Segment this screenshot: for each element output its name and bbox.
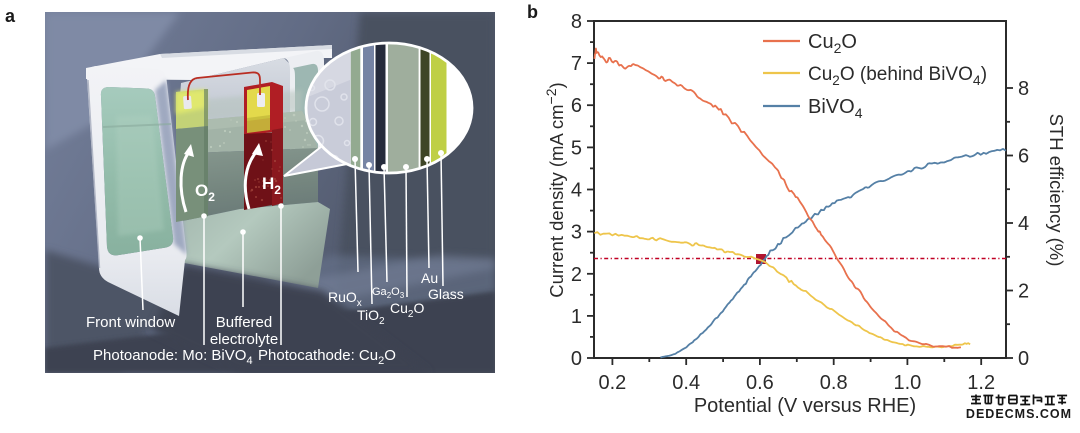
svg-text:0.6: 0.6 — [746, 372, 774, 394]
svg-text:a: a — [5, 6, 16, 26]
svg-text:0.8: 0.8 — [820, 372, 848, 394]
svg-text:Current density (mA cm−2): Current density (mA cm−2) — [543, 82, 567, 297]
svg-text:6: 6 — [1018, 146, 1029, 168]
svg-text:Buffered: Buffered — [216, 314, 272, 331]
svg-text:Photocathode: Cu2O: Photocathode: Cu2O — [258, 347, 396, 367]
svg-text:4: 4 — [1018, 213, 1029, 235]
svg-text:TiO2: TiO2 — [357, 307, 385, 327]
svg-text:Ga2O3: Ga2O3 — [372, 286, 405, 300]
svg-text:Potential (V versus RHE): Potential (V versus RHE) — [694, 395, 916, 417]
svg-text:3: 3 — [571, 222, 582, 244]
svg-text:1: 1 — [571, 306, 582, 328]
svg-text:Cu2O (behind BiVO4): Cu2O (behind BiVO4) — [808, 64, 987, 88]
svg-text:1.2: 1.2 — [967, 372, 995, 394]
svg-text:Glass: Glass — [428, 286, 464, 302]
svg-text:b: b — [527, 2, 538, 22]
svg-text:0: 0 — [571, 348, 582, 370]
svg-text:STH efficiency (%): STH efficiency (%) — [1046, 114, 1067, 267]
svg-text:8: 8 — [1018, 78, 1029, 100]
svg-text:DEDECMS.COM: DEDECMS.COM — [966, 407, 1072, 421]
svg-text:0.2: 0.2 — [598, 372, 626, 394]
svg-text:7: 7 — [571, 53, 582, 75]
svg-text:Au: Au — [421, 270, 438, 286]
svg-text:2: 2 — [571, 264, 582, 286]
svg-text:RuOx: RuOx — [328, 289, 362, 309]
svg-text:Photoanode: Mo: BiVO4: Photoanode: Mo: BiVO4 — [93, 347, 253, 367]
svg-text:Cu2O: Cu2O — [808, 31, 857, 56]
svg-text:0.4: 0.4 — [672, 372, 700, 394]
svg-text:electrolyte: electrolyte — [210, 331, 278, 348]
svg-text:Cu2O: Cu2O — [390, 300, 424, 320]
svg-text:BiVO4: BiVO4 — [808, 96, 863, 121]
svg-text:0: 0 — [1018, 348, 1029, 370]
svg-text:1.0: 1.0 — [893, 372, 921, 394]
svg-text:Front window: Front window — [86, 314, 175, 331]
svg-text:8: 8 — [571, 11, 582, 33]
svg-text:6: 6 — [571, 95, 582, 117]
svg-text:4: 4 — [571, 180, 582, 202]
svg-text:5: 5 — [571, 137, 582, 159]
svg-text:2: 2 — [1018, 281, 1029, 303]
